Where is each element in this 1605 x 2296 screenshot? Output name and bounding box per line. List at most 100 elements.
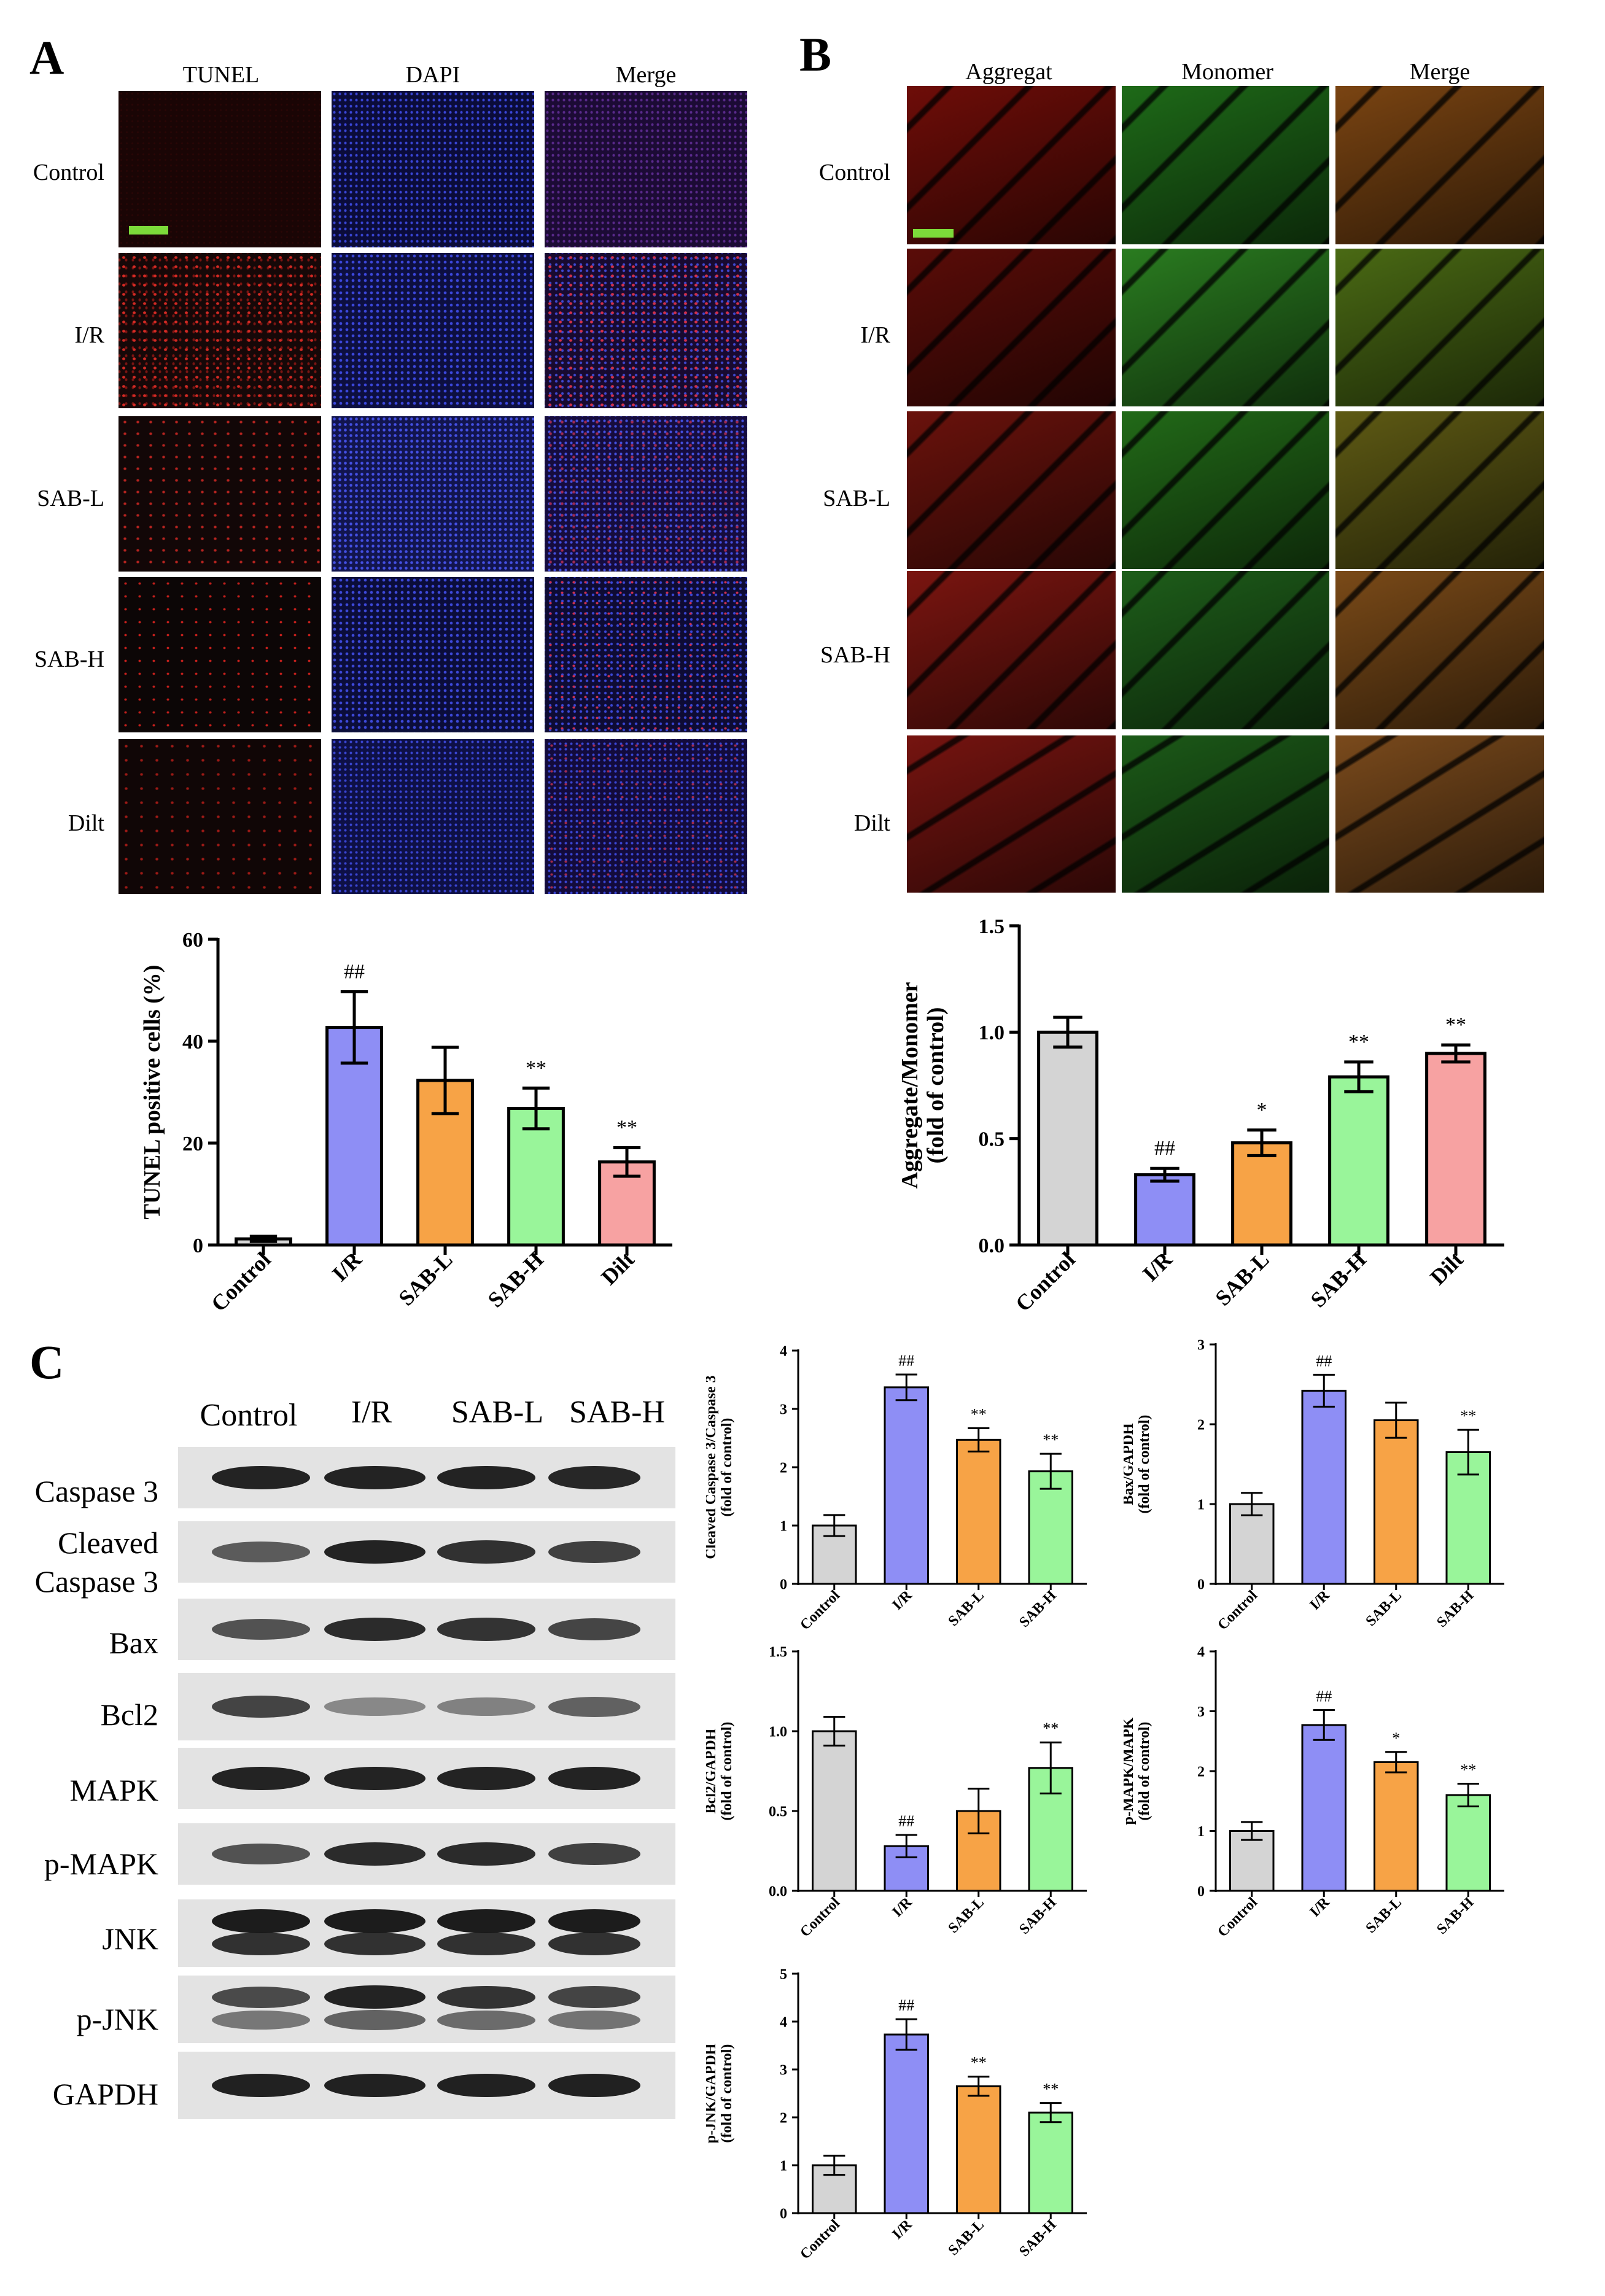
y-tick-label: 0: [780, 2206, 787, 2222]
band: [324, 2010, 426, 2031]
x-tick-label: SAB-L: [946, 2217, 987, 2259]
micrograph-a-ir-tunel: [119, 253, 321, 408]
x-tick-label: I/R: [890, 2216, 915, 2242]
micrograph-b-ir-aggregate: [907, 249, 1116, 406]
band: [548, 1618, 640, 1640]
x-tick-label: Control: [1214, 1588, 1261, 1634]
micrograph-b-sabl-merge: [1335, 411, 1544, 569]
micrograph-b-control-aggregate: [907, 86, 1116, 244]
blot-strip-bcl2: [178, 1673, 675, 1740]
band: [548, 1909, 640, 1933]
protein-label-caspase-3: Caspase 3: [34, 1474, 158, 1508]
bar-ir: [884, 1386, 929, 1585]
y-axis-label: p-MAPK/MAPK(fold of control): [1124, 1717, 1152, 1825]
y-tick-label: 0.0: [769, 1883, 787, 1899]
band: [437, 2073, 535, 2098]
bar-sabh: [1328, 1075, 1389, 1247]
band: [212, 2011, 310, 2030]
x-tick-label: SAB-H: [1434, 1895, 1477, 1937]
band: [212, 1766, 310, 1791]
band: [437, 1985, 535, 2009]
x-tick-label: I/R: [890, 1587, 915, 1613]
y-tick-label: 60: [182, 929, 203, 952]
significance-mark: ##: [898, 1812, 914, 1830]
bar-sabl: [956, 1438, 1001, 1585]
micrograph-a-dilt-tunel: [119, 739, 321, 894]
y-tick-label: 3: [780, 2062, 787, 2078]
x-tick-label: Control: [797, 1895, 843, 1941]
band: [437, 1618, 535, 1641]
micrograph-b-control-merge: [1335, 86, 1544, 244]
y-tick-label: 1: [780, 2158, 787, 2174]
bar-ir: [1301, 1389, 1347, 1585]
panel-b-col-aggregat: Aggregat: [965, 59, 1052, 85]
panel-b-row-control: Control: [818, 160, 890, 185]
x-tick-label: Dilt: [596, 1247, 639, 1289]
micrograph-b-sabh-merge: [1335, 571, 1544, 729]
significance-mark: **: [971, 2054, 987, 2072]
bar-sabl: [1374, 1761, 1419, 1892]
panel-b-row-ir: I/R: [860, 322, 890, 348]
micrograph-a-control-merge: [545, 91, 747, 247]
y-tick-label: 4: [1197, 1644, 1205, 1660]
micrograph-b-dilt-monomer: [1122, 735, 1329, 893]
x-tick-label: Control: [206, 1247, 276, 1316]
bar-sabh: [1445, 1794, 1491, 1892]
panel-a-row-dilt: Dilt: [68, 810, 104, 836]
y-tick-label: 20: [182, 1133, 203, 1155]
micrograph-a-ir-merge: [545, 253, 747, 408]
x-tick-label: SAB-L: [394, 1247, 457, 1310]
x-tick-label: SAB-H: [483, 1247, 548, 1312]
bar-ir: [1301, 1724, 1347, 1892]
x-tick-label: I/R: [1307, 1894, 1333, 1920]
y-tick-label: 2: [1197, 1417, 1205, 1433]
x-tick-label: SAB-H: [1016, 2217, 1059, 2260]
panel-a-row-sabh: SAB-H: [34, 646, 104, 672]
band: [212, 1932, 310, 1956]
band: [324, 1985, 426, 2009]
y-tick-label: 3: [1197, 1337, 1205, 1353]
panel-letter-a: A: [29, 31, 64, 84]
band: [324, 1465, 426, 1490]
bar-sabh: [1028, 2111, 1073, 2214]
x-tick-label: I/R: [327, 1247, 367, 1286]
significance-mark: **: [1348, 1031, 1369, 1053]
band: [548, 2073, 640, 2098]
y-tick-label: 3: [780, 1402, 787, 1418]
band: [212, 1696, 310, 1718]
y-tick-label: 0: [1197, 1577, 1205, 1592]
y-tick-label: 1: [1197, 1824, 1205, 1840]
y-axis-label: TUNEL positive cells (%): [139, 965, 165, 1220]
bar-sabl: [1374, 1419, 1419, 1585]
band: [437, 2010, 535, 2030]
micrograph-b-sabh-monomer: [1122, 571, 1329, 729]
micrograph-a-control-dapi: [332, 91, 534, 247]
significance-mark: ##: [898, 1352, 914, 1370]
micrograph-a-control-tunel: [119, 91, 321, 247]
significance-mark: **: [1043, 1431, 1059, 1449]
panel-b-col-merge: Merge: [1409, 59, 1471, 85]
panel-a-row-control: Control: [33, 160, 104, 185]
x-tick-label: SAB-H: [1016, 1588, 1059, 1631]
y-tick-label: 0: [780, 1577, 787, 1592]
y-tick-label: 4: [780, 2014, 787, 2030]
band: [212, 1542, 310, 1562]
y-tick-label: 1.5: [979, 915, 1005, 938]
micrograph-a-sabl-dapi: [332, 416, 534, 572]
micrograph-b-dilt-merge: [1335, 735, 1544, 893]
y-tick-label: 0: [1197, 1883, 1205, 1899]
bar-sabh: [1028, 1470, 1073, 1585]
x-tick-label: Control: [1011, 1247, 1080, 1316]
band: [324, 1540, 426, 1564]
y-axis-label: Bax/GAPDH(fold of control): [1124, 1415, 1152, 1514]
band: [324, 2073, 426, 2098]
x-tick-label: SAB-L: [1363, 1588, 1405, 1629]
x-tick-label: SAB-L: [946, 1588, 987, 1629]
blot-strip-caspase-3: [178, 1447, 675, 1508]
blot-strip-p-jnk: [178, 1976, 675, 2043]
band: [324, 1766, 426, 1791]
band: [437, 1766, 535, 1791]
y-tick-label: 1.0: [979, 1022, 1005, 1044]
significance-mark: **: [1460, 1407, 1476, 1425]
band: [548, 1465, 640, 1490]
